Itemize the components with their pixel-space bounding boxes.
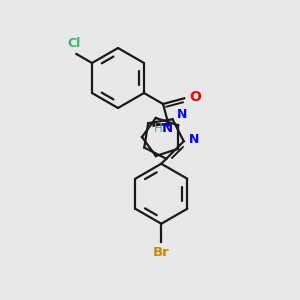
Text: O: O <box>189 90 201 104</box>
Text: N: N <box>176 108 187 121</box>
Text: N: N <box>162 122 173 135</box>
Text: N: N <box>189 133 199 146</box>
Text: Br: Br <box>153 246 170 259</box>
Text: Cl: Cl <box>68 37 81 50</box>
Text: H: H <box>154 122 163 135</box>
